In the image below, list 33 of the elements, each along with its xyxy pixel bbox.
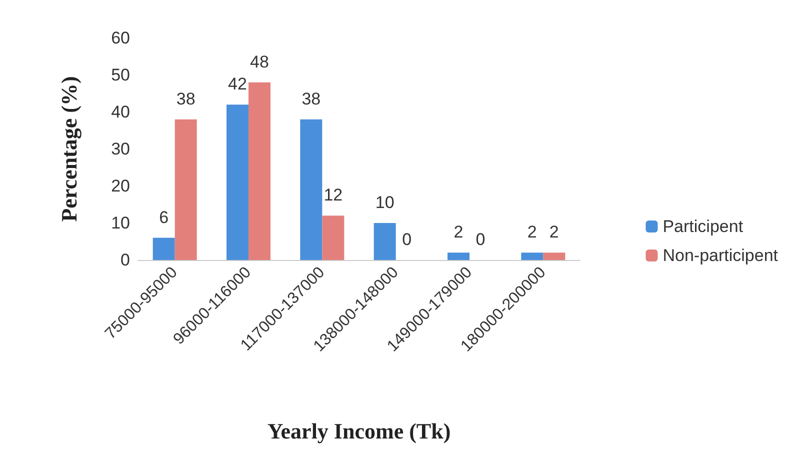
data-label: 38 [176,89,196,108]
bar [174,119,197,260]
y-axis-title: Percentage (%) [56,76,82,222]
data-label: 12 [324,186,343,205]
x-axis-title: Yearly Income (Tk) [267,418,451,444]
y-tick-label: 20 [111,176,130,196]
legend-label: Non-participent [662,246,778,265]
data-label: 48 [250,52,269,72]
y-tick-label: 40 [111,102,130,122]
y-tick-label: 10 [111,214,130,232]
bar [521,252,544,260]
bar [543,252,566,260]
bar [300,119,322,260]
bar [248,82,270,260]
bar [448,252,470,260]
legend-label: Participent [662,217,744,236]
data-label: 0 [402,230,412,249]
y-tick-label: 50 [111,66,130,84]
data-label: 6 [159,208,169,227]
y-tick-label: 60 [111,28,130,48]
data-label: 42 [228,74,247,94]
bar [374,223,396,260]
bar [226,104,248,260]
y-tick-label: 0 [120,250,130,270]
data-label: 10 [375,193,394,212]
bar [152,238,175,260]
data-label: 38 [302,89,321,108]
bar [322,216,344,260]
data-label: 2 [549,222,559,242]
data-label: 0 [476,230,486,249]
y-tick-label: 30 [111,140,130,158]
data-label: 2 [454,222,464,242]
data-label: 2 [527,222,537,242]
